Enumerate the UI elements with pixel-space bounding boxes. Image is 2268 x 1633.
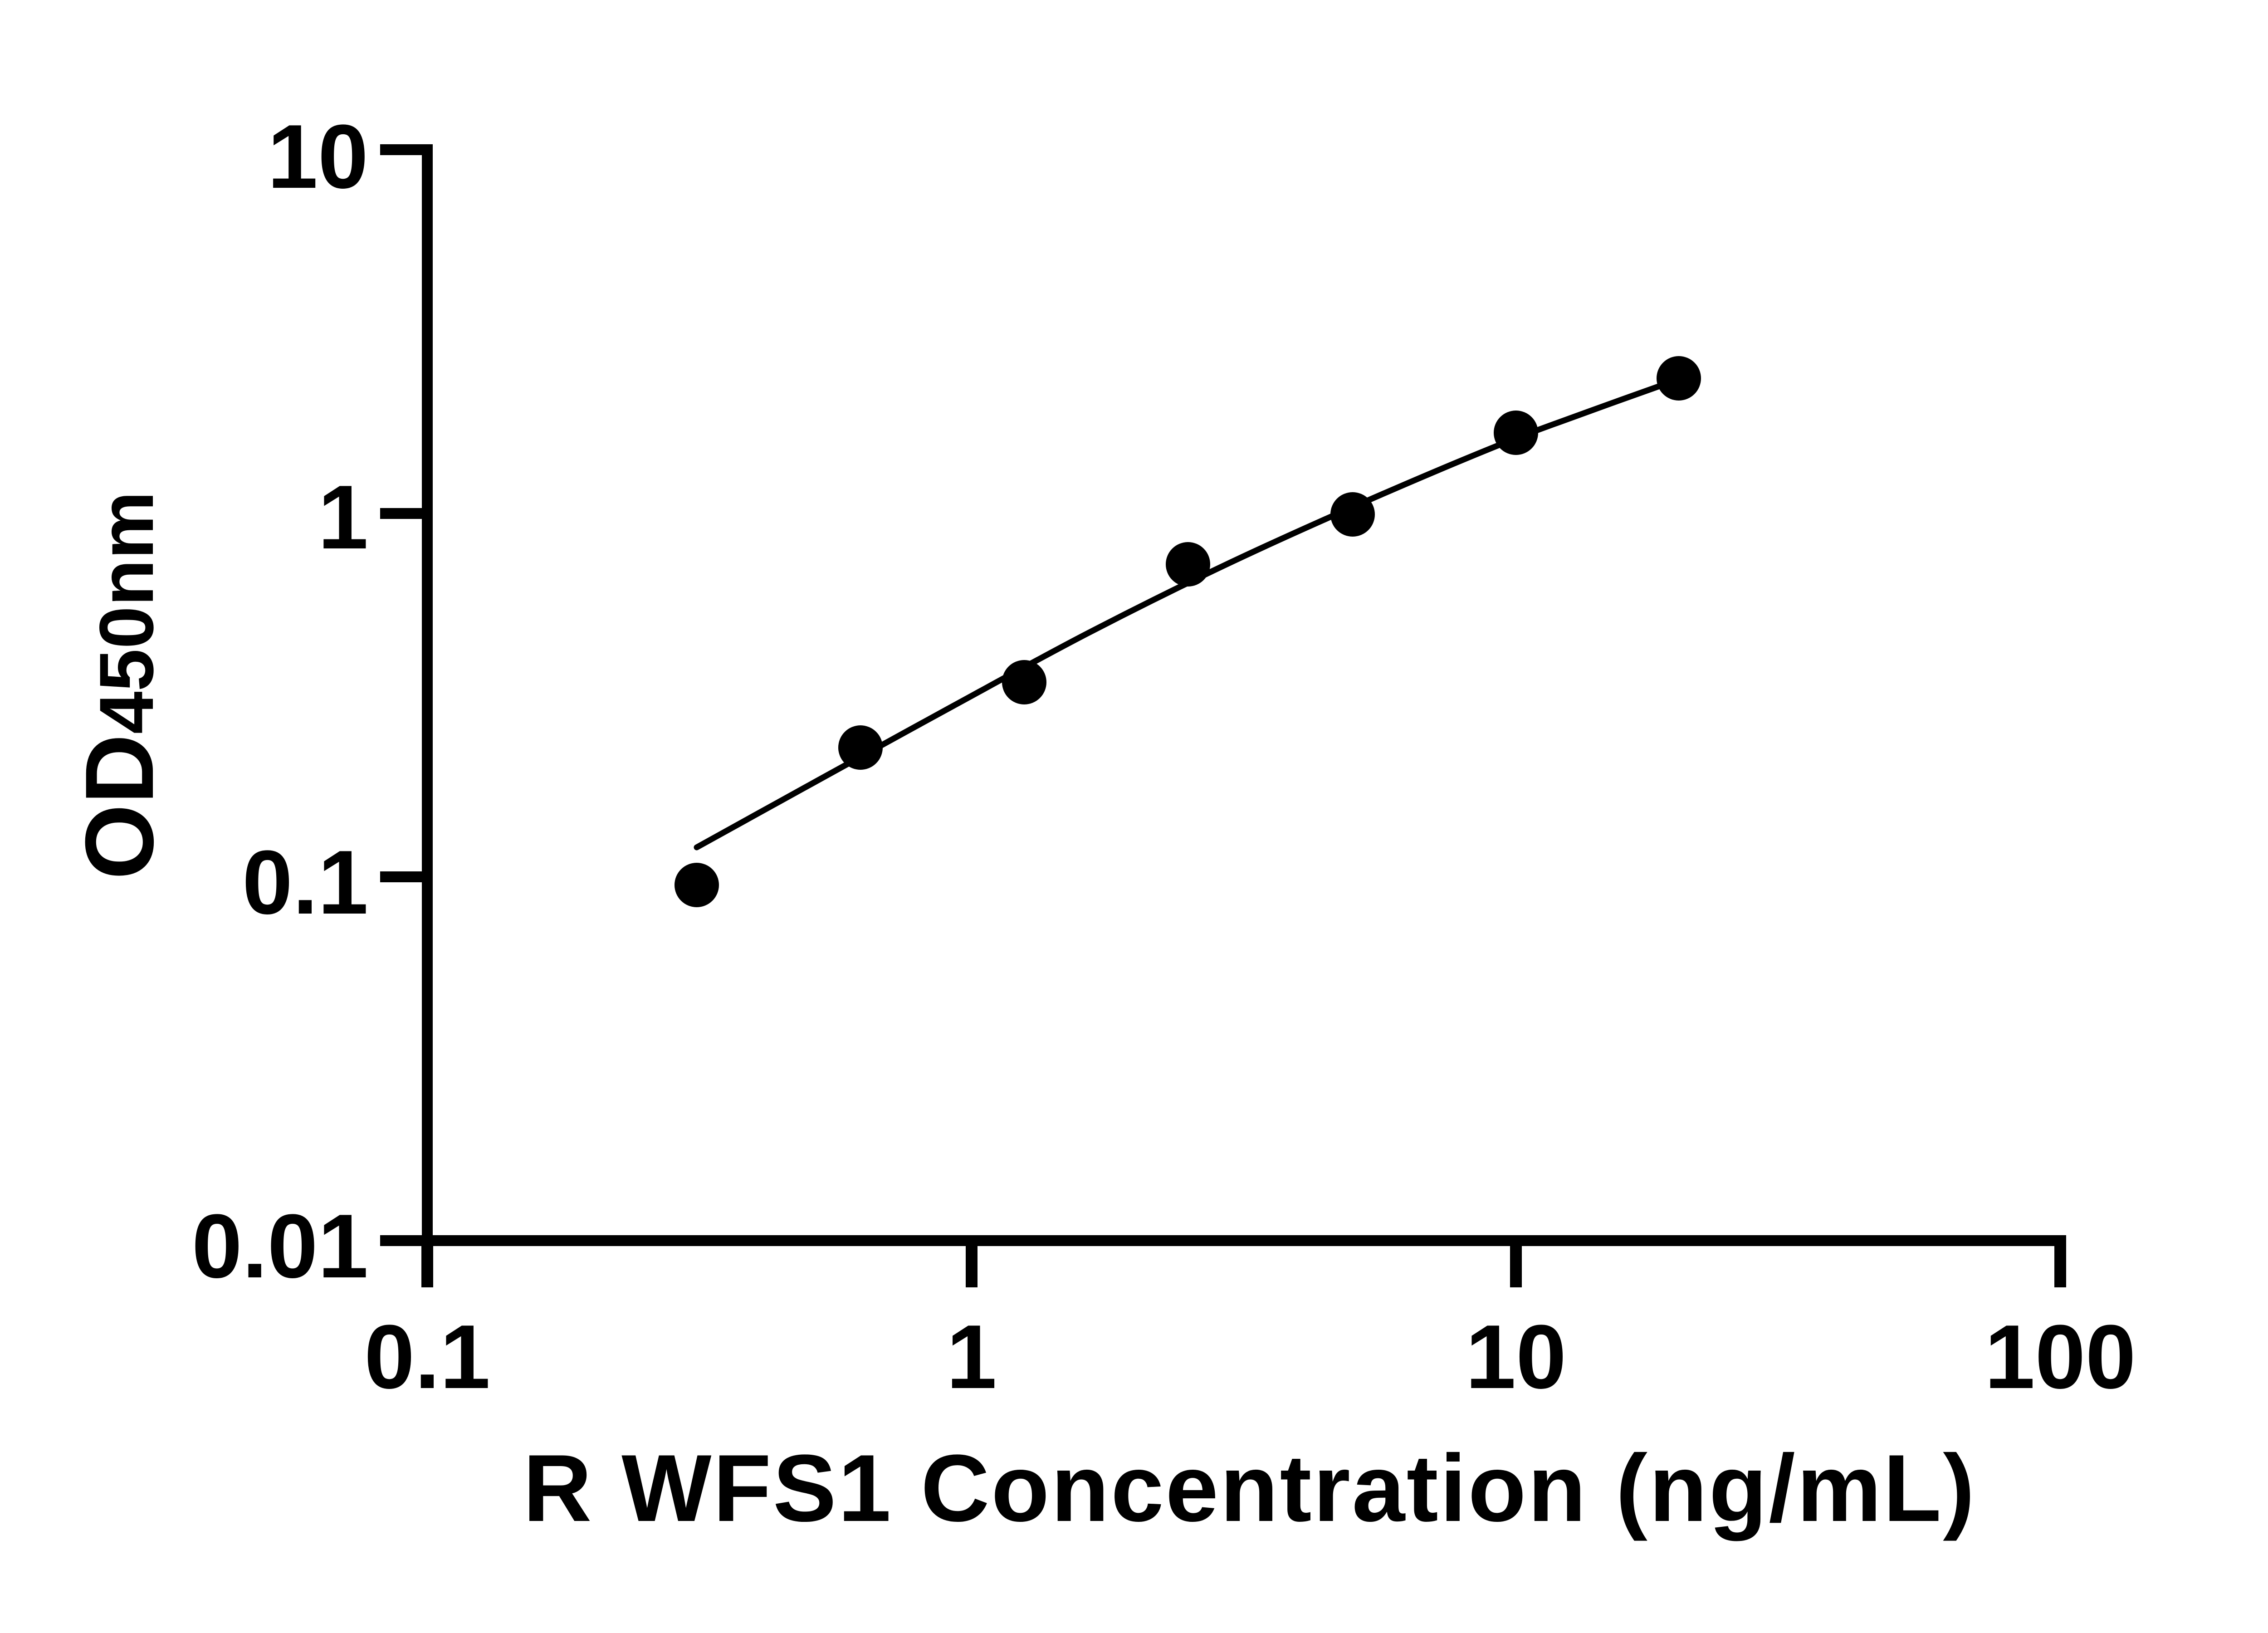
svg-text:1: 1 [946, 1306, 997, 1408]
svg-text:OD450nm: OD450nm [65, 491, 174, 880]
svg-text:0.01: 0.01 [192, 1196, 368, 1297]
svg-text:0.1: 0.1 [242, 832, 368, 933]
svg-text:R WFS1 Concentration (ng/mL): R WFS1 Concentration (ng/mL) [523, 1435, 1976, 1541]
svg-text:100: 100 [1984, 1306, 2136, 1408]
svg-text:10: 10 [1466, 1306, 1566, 1408]
svg-text:10: 10 [268, 106, 368, 207]
svg-text:1: 1 [318, 467, 368, 568]
svg-text:0.1: 0.1 [364, 1306, 490, 1408]
